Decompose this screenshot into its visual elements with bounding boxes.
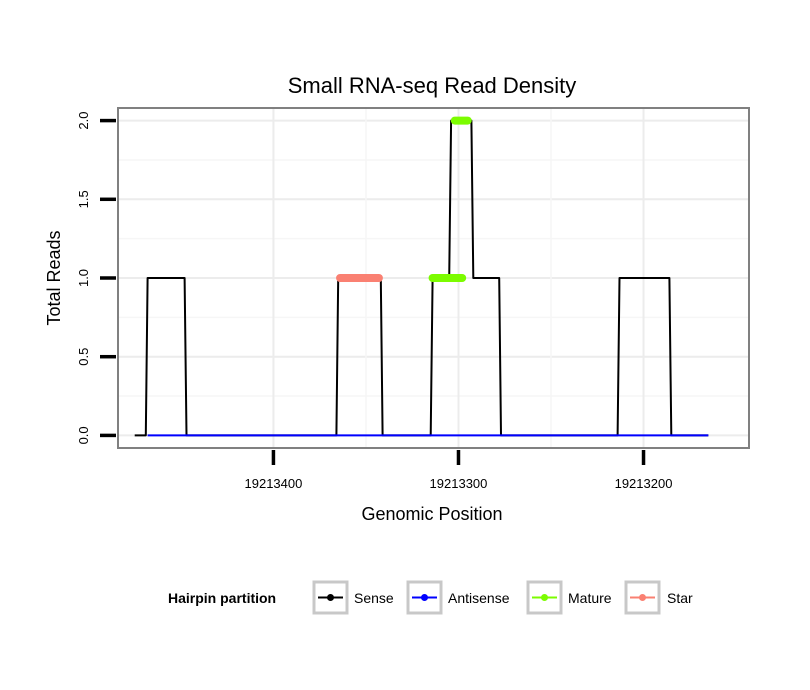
y-tick-label: 0.0 [76,426,91,444]
x-tick-label: 19213300 [430,476,488,491]
y-tick-label: 1.5 [76,190,91,208]
legend-swatch-dot-star [639,594,646,601]
legend-label-sense: Sense [354,590,394,606]
legend-swatch-dot-sense [327,594,334,601]
y-axis-title: Total Reads [44,230,64,325]
chart-title: Small RNA-seq Read Density [288,73,577,98]
legend: Hairpin partition Sense Antisense Mature St… [168,580,693,615]
x-tick-label: 19213400 [245,476,303,491]
legend-swatch-dot-mature [541,594,548,601]
plot-border [117,107,750,449]
axes: 0.0 0.5 1.0 1.5 2.0 19213400 19213300 19213200 [76,112,672,491]
legend-label-mature: Mature [568,590,612,606]
legend-swatch-dot-antisense [421,594,428,601]
y-tick-label: 2.0 [76,112,91,130]
legend-title: Hairpin partition [168,590,276,606]
y-tick-label: 1.0 [76,269,91,287]
legend-label-star: Star [667,590,693,606]
legend-label-antisense: Antisense [448,590,510,606]
series-layer [134,116,709,437]
y-tick-label: 0.5 [76,348,91,366]
x-tick-label: 19213200 [615,476,673,491]
x-axis-title: Genomic Position [361,504,502,524]
